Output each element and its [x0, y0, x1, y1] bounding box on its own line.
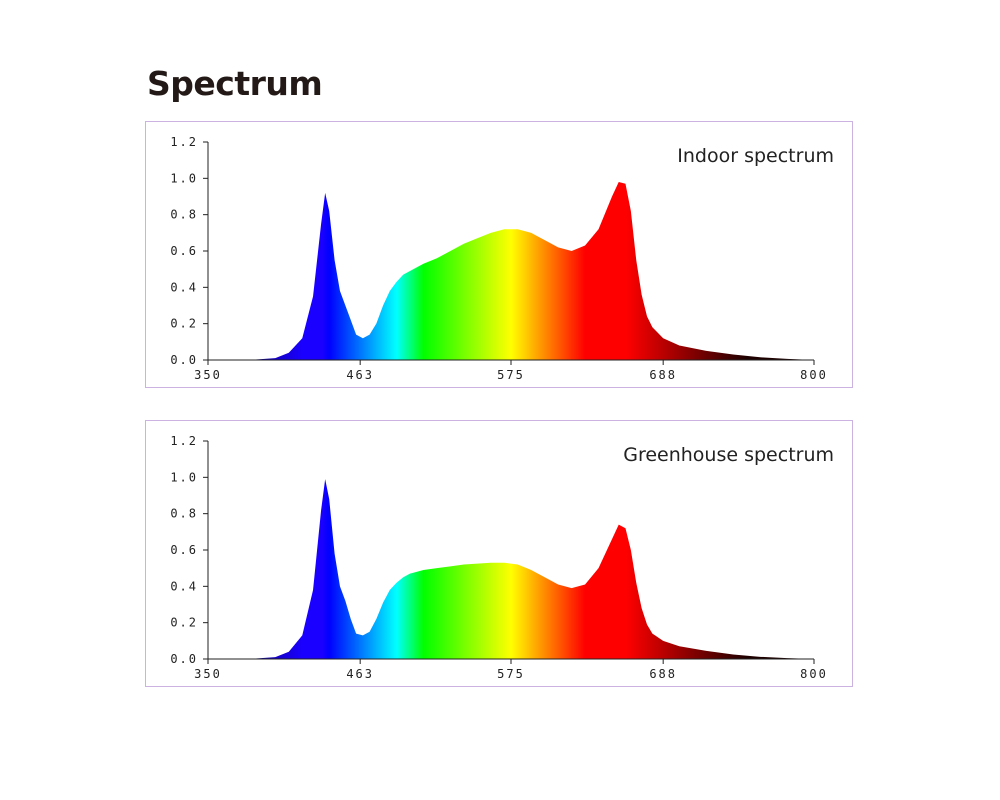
x-tick-label: 463: [346, 667, 374, 681]
y-tick-label: 0.6: [170, 244, 198, 258]
y-tick-label: 1.2: [170, 434, 198, 448]
indoor-spectrum-chart: 1.2 1.0 0.8 0.6 0.4 0.2 0.0 350 463 575 688 800 Indo…: [145, 121, 853, 388]
y-tick-label: 0.0: [170, 353, 198, 367]
x-tick-label: 800: [800, 667, 828, 681]
y-tick-label: 0.6: [170, 543, 198, 557]
y-tick-label: 0.2: [170, 317, 198, 331]
x-tick-label: 350: [194, 667, 222, 681]
y-tick-label: 0.2: [170, 616, 198, 630]
x-tick-label: 688: [649, 368, 677, 382]
greenhouse-spectrum-chart: 1.2 1.0 0.8 0.6 0.4 0.2 0.0 350 463 575 688 800 Gree…: [145, 420, 853, 687]
indoor-chart-title: Indoor spectrum: [677, 145, 834, 167]
x-tick-label: 575: [497, 667, 525, 681]
greenhouse-chart-title: Greenhouse spectrum: [623, 444, 834, 466]
x-tick-label: 463: [346, 368, 374, 382]
x-tick-label: 800: [800, 368, 828, 382]
y-tick-label: 1.0: [170, 470, 198, 484]
y-tick-label: 0.8: [170, 507, 198, 521]
y-tick-label: 1.0: [170, 171, 198, 185]
x-tick-label: 350: [194, 368, 222, 382]
greenhouse-spectrum-area: [208, 479, 814, 659]
x-tick-label: 575: [497, 368, 525, 382]
y-tick-label: 0.4: [170, 579, 198, 593]
x-tick-label: 688: [649, 667, 677, 681]
y-tick-label: 0.0: [170, 652, 198, 666]
indoor-spectrum-area: [208, 181, 814, 360]
y-tick-label: 1.2: [170, 135, 198, 149]
y-tick-label: 0.4: [170, 280, 198, 294]
page-title: Spectrum: [147, 64, 323, 103]
y-tick-label: 0.8: [170, 208, 198, 222]
